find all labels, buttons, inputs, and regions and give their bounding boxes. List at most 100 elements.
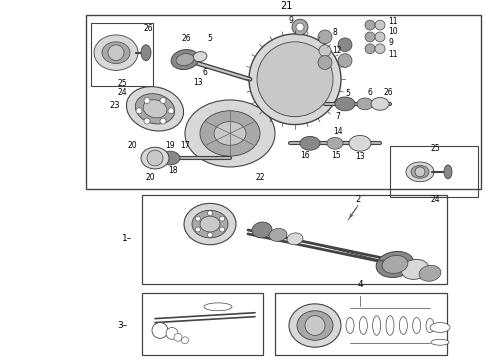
Ellipse shape <box>141 45 151 60</box>
Circle shape <box>257 42 333 117</box>
Text: 8: 8 <box>332 28 337 37</box>
Circle shape <box>144 98 150 103</box>
Ellipse shape <box>300 136 320 150</box>
Circle shape <box>108 45 124 60</box>
Ellipse shape <box>349 135 371 151</box>
Text: 9: 9 <box>288 15 293 24</box>
Ellipse shape <box>419 265 441 281</box>
Circle shape <box>207 211 213 216</box>
Text: 26: 26 <box>181 34 191 43</box>
Ellipse shape <box>431 339 449 345</box>
Circle shape <box>318 55 332 69</box>
Circle shape <box>305 316 325 336</box>
Ellipse shape <box>411 166 429 178</box>
Ellipse shape <box>382 256 408 274</box>
Circle shape <box>136 108 142 114</box>
Text: 16: 16 <box>300 150 310 159</box>
Circle shape <box>166 328 178 339</box>
Ellipse shape <box>102 42 130 63</box>
Text: 6: 6 <box>202 68 207 77</box>
Text: 9: 9 <box>388 38 393 47</box>
Ellipse shape <box>126 87 184 131</box>
Ellipse shape <box>269 229 287 241</box>
Circle shape <box>181 337 189 344</box>
Circle shape <box>415 167 425 177</box>
Text: 21: 21 <box>280 1 292 11</box>
Bar <box>86 15 481 189</box>
Ellipse shape <box>444 165 452 179</box>
Text: 23: 23 <box>109 102 120 111</box>
Circle shape <box>174 333 182 341</box>
Circle shape <box>152 323 168 338</box>
Ellipse shape <box>200 216 220 232</box>
Text: 14: 14 <box>333 127 343 136</box>
Circle shape <box>375 44 385 54</box>
Circle shape <box>207 233 213 237</box>
Text: 4: 4 <box>357 280 363 289</box>
Circle shape <box>196 216 200 221</box>
Ellipse shape <box>94 35 138 71</box>
Ellipse shape <box>357 98 373 110</box>
Ellipse shape <box>371 98 389 110</box>
Text: 22: 22 <box>255 173 265 182</box>
Text: 5: 5 <box>345 89 350 98</box>
Ellipse shape <box>192 210 228 238</box>
Text: 6: 6 <box>368 87 372 96</box>
Text: 26: 26 <box>383 87 393 96</box>
Circle shape <box>168 108 174 114</box>
Circle shape <box>220 216 224 221</box>
Text: 11: 11 <box>388 17 397 26</box>
Ellipse shape <box>143 100 167 118</box>
Text: 7: 7 <box>336 112 341 121</box>
Ellipse shape <box>200 111 260 156</box>
Bar <box>91 23 153 86</box>
Bar <box>142 293 263 355</box>
Text: 24: 24 <box>430 195 440 204</box>
Circle shape <box>365 32 375 42</box>
Circle shape <box>249 34 341 125</box>
Text: 25: 25 <box>430 144 440 153</box>
Text: 20: 20 <box>145 173 155 182</box>
Circle shape <box>160 118 166 124</box>
Text: 25: 25 <box>117 79 127 88</box>
Ellipse shape <box>184 203 236 245</box>
Ellipse shape <box>327 138 343 149</box>
Circle shape <box>318 30 332 44</box>
Text: 13: 13 <box>355 152 365 161</box>
Circle shape <box>365 44 375 54</box>
Text: 15: 15 <box>331 150 341 159</box>
Circle shape <box>144 118 150 124</box>
Text: 13: 13 <box>193 78 203 87</box>
Ellipse shape <box>289 304 341 347</box>
Bar <box>275 293 447 355</box>
Ellipse shape <box>141 147 169 169</box>
Text: 19: 19 <box>165 141 175 150</box>
Ellipse shape <box>185 100 275 167</box>
Ellipse shape <box>401 260 429 279</box>
Ellipse shape <box>193 51 207 62</box>
Circle shape <box>319 45 331 57</box>
Circle shape <box>147 150 163 166</box>
Text: 3–: 3– <box>118 321 128 330</box>
Ellipse shape <box>135 94 175 124</box>
Circle shape <box>338 54 352 67</box>
Circle shape <box>375 32 385 42</box>
Text: 5: 5 <box>208 34 213 43</box>
Circle shape <box>292 19 308 35</box>
Text: 26: 26 <box>143 23 152 32</box>
Ellipse shape <box>430 323 450 332</box>
Circle shape <box>375 20 385 30</box>
Ellipse shape <box>214 122 246 145</box>
Circle shape <box>220 227 224 232</box>
Ellipse shape <box>297 311 333 340</box>
Text: 20: 20 <box>127 141 137 150</box>
Circle shape <box>296 23 304 31</box>
Bar <box>390 146 478 198</box>
Text: 17: 17 <box>180 141 190 150</box>
Text: 10: 10 <box>388 27 397 36</box>
Bar <box>142 194 447 284</box>
Ellipse shape <box>171 50 199 69</box>
Ellipse shape <box>376 251 414 278</box>
Circle shape <box>338 38 352 52</box>
Ellipse shape <box>252 222 272 238</box>
